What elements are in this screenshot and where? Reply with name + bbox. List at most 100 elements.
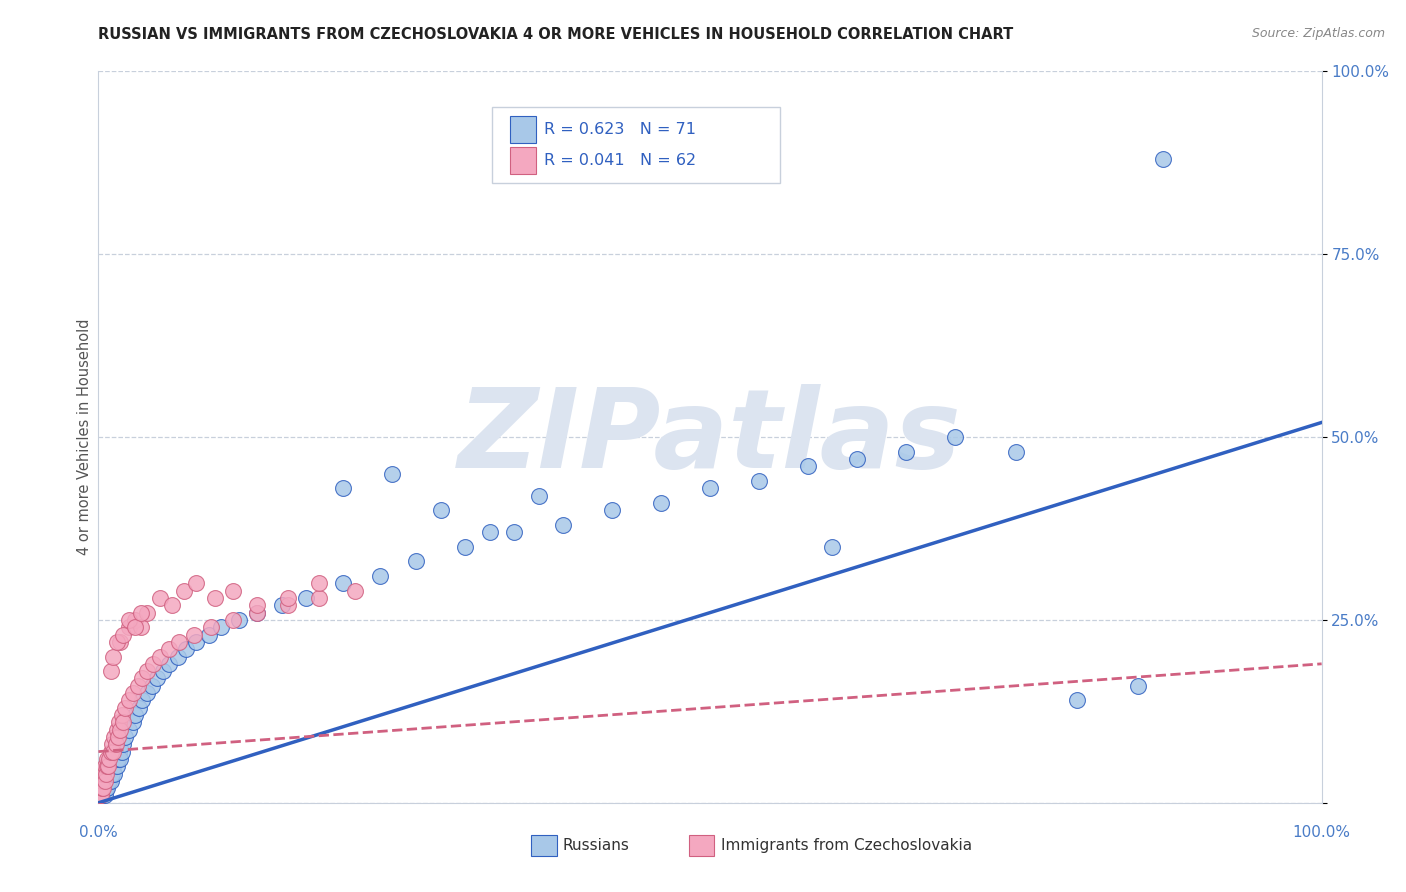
Point <box>107 752 129 766</box>
Point <box>332 576 354 591</box>
Point <box>100 745 122 759</box>
Point <box>186 635 208 649</box>
Point <box>110 723 132 737</box>
Point <box>228 613 250 627</box>
Point <box>222 613 245 627</box>
Text: 0.0%: 0.0% <box>79 825 118 840</box>
Point <box>89 789 111 803</box>
Point <box>553 517 575 532</box>
Point <box>277 599 299 613</box>
Point <box>1004 444 1026 458</box>
Point <box>94 773 117 788</box>
Point <box>96 759 118 773</box>
Point <box>96 773 118 788</box>
Point <box>91 781 114 796</box>
Point <box>101 745 124 759</box>
Point <box>103 766 125 780</box>
Point <box>797 459 820 474</box>
Point <box>108 745 131 759</box>
Point <box>136 664 159 678</box>
Point <box>149 649 172 664</box>
Point <box>91 766 114 780</box>
Point <box>344 583 367 598</box>
Point <box>600 503 623 517</box>
Point <box>100 759 122 773</box>
Point <box>90 789 112 803</box>
Point <box>97 766 120 780</box>
Text: 100.0%: 100.0% <box>1292 825 1351 840</box>
Point <box>103 730 125 744</box>
Point <box>204 591 226 605</box>
Point <box>270 599 294 613</box>
Point <box>91 773 114 788</box>
Point <box>101 759 124 773</box>
Point <box>246 606 269 620</box>
Point <box>93 789 115 803</box>
Point <box>136 686 159 700</box>
Point <box>295 591 318 605</box>
Point <box>527 489 550 503</box>
Point <box>1128 679 1150 693</box>
Point <box>114 700 136 714</box>
Point <box>101 649 124 664</box>
Point <box>1152 152 1174 166</box>
Point <box>131 672 153 686</box>
Point <box>176 642 198 657</box>
Point <box>101 766 124 780</box>
Point <box>124 620 146 634</box>
Point <box>381 467 404 481</box>
Point <box>894 444 917 458</box>
Point <box>454 540 477 554</box>
Point <box>104 737 127 751</box>
Point <box>91 789 114 803</box>
Point <box>200 620 222 634</box>
Point <box>136 606 159 620</box>
Text: Source: ZipAtlas.com: Source: ZipAtlas.com <box>1251 27 1385 40</box>
Point <box>111 708 134 723</box>
Point <box>91 781 114 796</box>
Point <box>96 781 118 796</box>
Point <box>98 773 121 788</box>
Point <box>246 606 269 620</box>
Point <box>98 766 121 780</box>
Point <box>650 496 672 510</box>
Text: Russians: Russians <box>562 838 630 853</box>
Point <box>1066 693 1088 707</box>
Point <box>405 554 427 568</box>
Point <box>131 693 153 707</box>
Point <box>93 759 115 773</box>
Point <box>90 789 112 803</box>
Point <box>173 583 195 598</box>
Point <box>277 591 299 605</box>
Point <box>121 715 143 730</box>
Point <box>118 620 141 634</box>
Point <box>118 613 141 627</box>
Point <box>100 664 122 678</box>
Point <box>183 627 205 641</box>
Point <box>209 620 232 634</box>
Point <box>821 540 844 554</box>
Point <box>157 657 180 671</box>
Point <box>98 752 121 766</box>
Point <box>94 766 117 780</box>
Point <box>105 635 128 649</box>
Point <box>94 781 117 796</box>
Text: Immigrants from Czechoslovakia: Immigrants from Czechoslovakia <box>721 838 973 853</box>
Point <box>222 583 245 598</box>
Point <box>128 700 150 714</box>
Point <box>308 591 330 605</box>
Point <box>118 723 141 737</box>
Point <box>97 759 120 773</box>
Point <box>142 657 165 671</box>
Point <box>91 781 114 796</box>
Point <box>478 525 501 540</box>
Point <box>110 635 132 649</box>
Text: R = 0.623   N = 71: R = 0.623 N = 71 <box>544 122 696 136</box>
Point <box>845 452 868 467</box>
Point <box>104 752 127 766</box>
Point <box>186 576 208 591</box>
Point <box>149 591 172 605</box>
Point <box>167 635 190 649</box>
Point <box>124 613 146 627</box>
Point <box>167 649 190 664</box>
